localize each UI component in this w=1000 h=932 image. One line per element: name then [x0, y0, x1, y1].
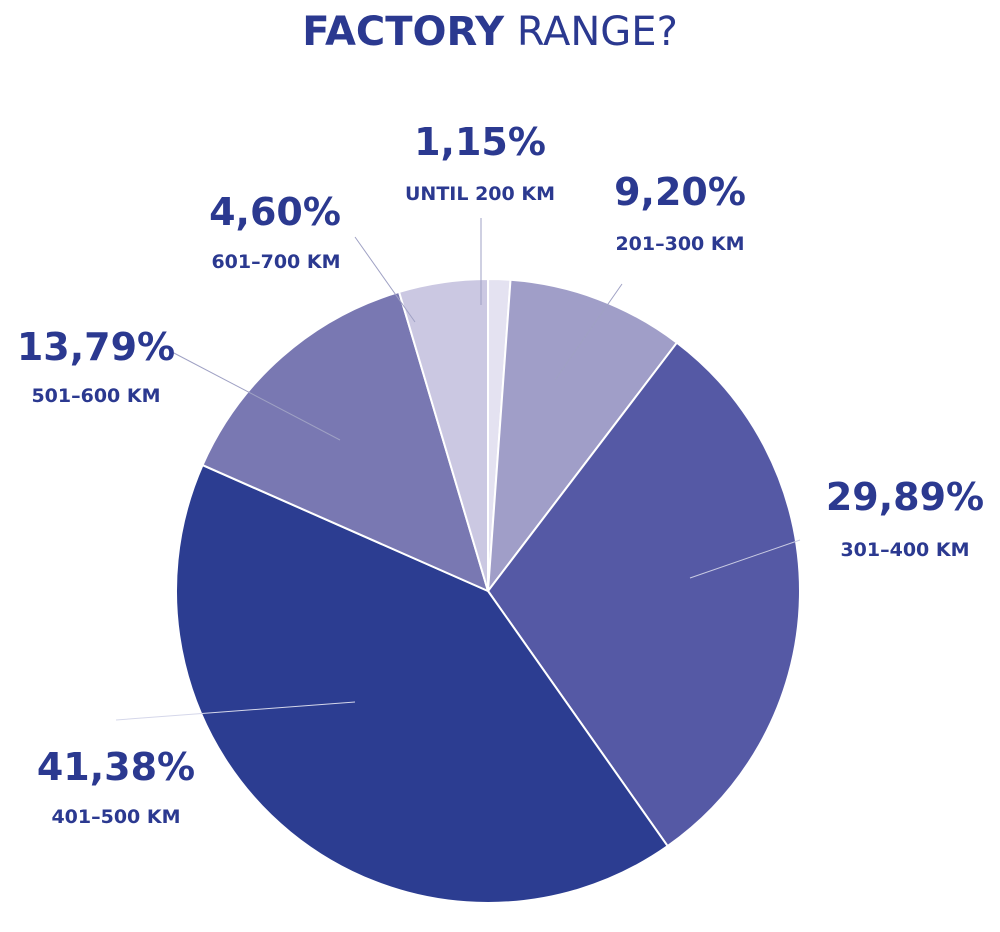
pie-slice [175, 463, 670, 904]
slice-range-label: 601–700 KM [211, 251, 340, 273]
slice-labels: 1,15% UNTIL 200 KM 9,20% 201–300 KM 29,89% 30… [17, 120, 984, 828]
leader-line [115, 701, 356, 721]
slice-percentage-label: 29,89% [826, 475, 984, 519]
slice-range-label: 201–300 KM [615, 233, 744, 255]
slice-percentage-label: 9,20% [614, 170, 746, 214]
chart-title-rest: RANGE? [504, 9, 678, 55]
leader-line [554, 283, 623, 381]
slice-range-label: 501–600 KM [31, 385, 160, 407]
slice-percentage-label: 13,79% [17, 325, 175, 369]
slice-range-label: UNTIL 200 KM [405, 183, 555, 205]
pie-slice [397, 277, 489, 592]
chart-title-bold: FACTORY [302, 9, 505, 55]
pie-slice [486, 341, 801, 848]
slice-range-label: 301–400 KM [840, 539, 969, 561]
chart-title: FACTORY RANGE? [302, 9, 678, 55]
slice-range-label: 401–500 KM [51, 806, 180, 828]
leader-line [354, 236, 416, 323]
pie-slices [175, 277, 801, 904]
leader-lines [115, 218, 801, 721]
leader-line [689, 539, 801, 579]
leader-line [171, 351, 341, 441]
pie-slice [486, 278, 679, 595]
slice-percentage-label: 41,38% [37, 745, 195, 789]
slice-percentage-label: 1,15% [414, 120, 546, 164]
slice-percentage-label: 4,60% [209, 190, 341, 234]
pie-slice [201, 290, 490, 593]
